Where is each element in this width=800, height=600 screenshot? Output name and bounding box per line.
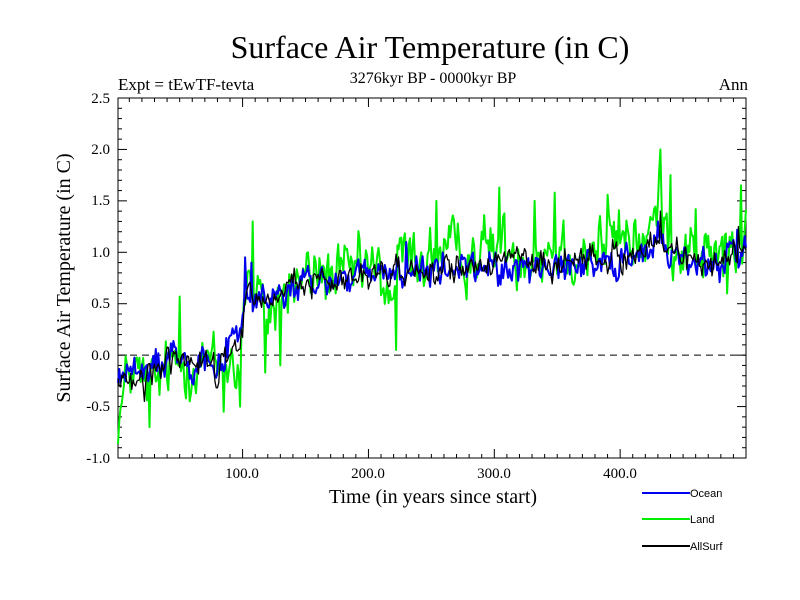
x-tick-label: 200.0 <box>351 466 385 482</box>
y-axis-label: Surface Air Temperature (in C) <box>53 153 75 402</box>
legend-label-allsurf: AllSurf <box>690 541 723 553</box>
legend: Ocean Land AllSurf <box>642 488 723 553</box>
plot-area <box>117 97 747 459</box>
x-axis-tick-labels: 100.0 200.0 300.0 400.0 <box>225 466 637 482</box>
y-tick-label: 2.5 <box>91 91 110 107</box>
y-tick-label: 1.0 <box>91 245 110 261</box>
x-tick-label: 400.0 <box>603 466 637 482</box>
series-group <box>117 148 747 444</box>
x-tick-label: 300.0 <box>477 466 511 482</box>
y-tick-label: -1.0 <box>86 451 110 467</box>
land-series-line <box>117 148 747 444</box>
experiment-label: Expt = tEwTF-tevta <box>118 75 255 94</box>
y-tick-label: 1.5 <box>91 193 110 209</box>
x-axis-label: Time (in years since start) <box>329 486 537 508</box>
chart-title: Surface Air Temperature (in C) <box>231 29 630 65</box>
period-label: Ann <box>719 75 749 94</box>
y-tick-label: 0.0 <box>91 348 110 364</box>
chart-subtitle: 3276kyr BP - 0000kyr BP <box>350 70 517 87</box>
plot-frame <box>117 97 747 459</box>
y-axis-tick-labels: -1.0 -0.5 0.0 0.5 1.0 1.5 2.0 2.5 <box>86 91 110 467</box>
y-tick-label: 0.5 <box>91 296 110 312</box>
legend-label-land: Land <box>690 514 714 526</box>
axis-ticks <box>118 97 746 459</box>
legend-label-ocean: Ocean <box>690 488 722 500</box>
y-tick-label: -0.5 <box>86 399 110 415</box>
allsurf-series-line <box>117 210 747 403</box>
y-tick-label: 2.0 <box>91 142 110 158</box>
x-tick-label: 100.0 <box>225 466 259 482</box>
